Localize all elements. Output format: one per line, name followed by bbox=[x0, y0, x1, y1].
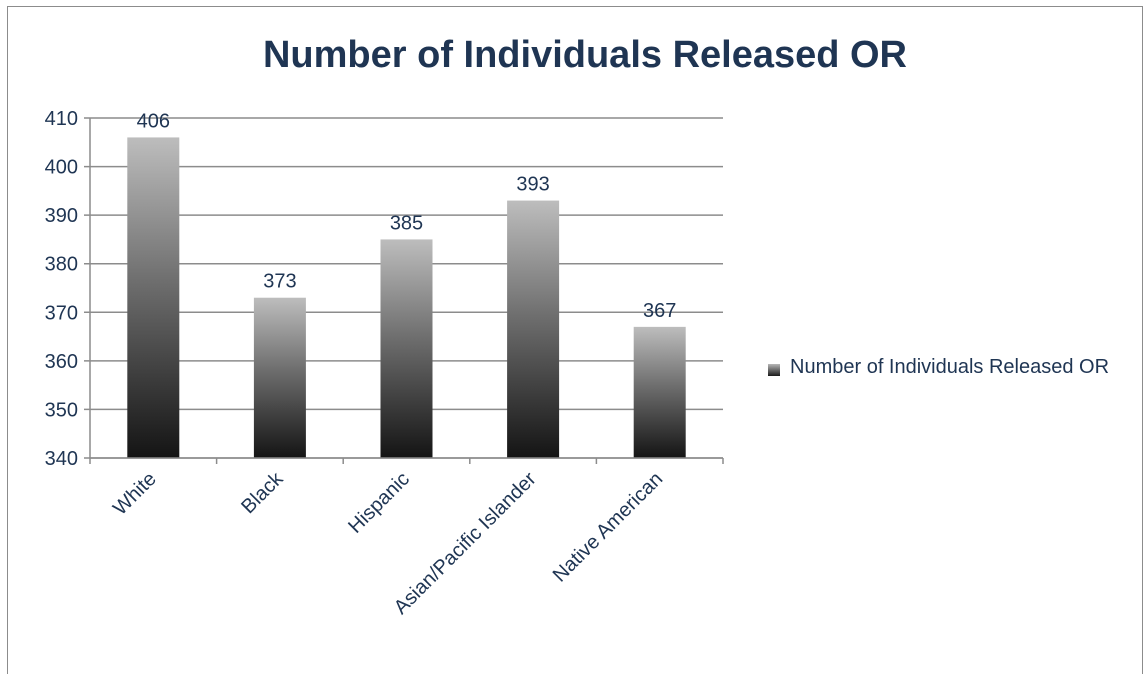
bar-white bbox=[127, 137, 180, 458]
y-tick-label: 410 bbox=[45, 108, 78, 130]
bar-black bbox=[253, 297, 306, 458]
data-label: 385 bbox=[390, 212, 423, 234]
legend-swatch bbox=[768, 364, 780, 376]
category-label: White bbox=[109, 468, 161, 520]
data-label: 406 bbox=[137, 110, 170, 132]
y-tick-label: 370 bbox=[45, 302, 78, 324]
chart-frame bbox=[7, 6, 1143, 674]
bar-hispanic bbox=[380, 239, 433, 458]
data-label: 373 bbox=[263, 271, 296, 293]
y-tick-label: 350 bbox=[45, 399, 78, 421]
category-label: Black bbox=[237, 467, 288, 518]
legend-label: Number of Individuals Released OR bbox=[790, 356, 1110, 378]
y-tick-label: 340 bbox=[45, 448, 78, 470]
data-label: 393 bbox=[516, 174, 549, 196]
data-label: 367 bbox=[643, 300, 676, 322]
y-tick-label: 390 bbox=[45, 205, 78, 227]
category-label: Asian/Pacific Islander bbox=[390, 468, 541, 619]
category-label: Native American bbox=[549, 468, 668, 587]
bar-native-american bbox=[633, 326, 686, 458]
chart-title: Number of Individuals Released OR bbox=[262, 34, 908, 76]
y-tick-label: 400 bbox=[45, 157, 78, 179]
category-label: Hispanic bbox=[344, 468, 414, 538]
y-tick-label: 360 bbox=[45, 351, 78, 373]
bar-asian-pacific-islander bbox=[507, 200, 560, 459]
y-tick-label: 380 bbox=[45, 254, 78, 276]
